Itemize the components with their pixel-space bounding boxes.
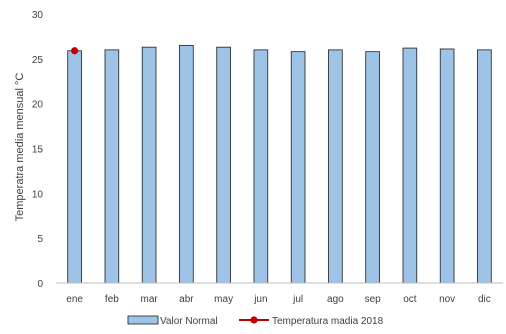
y-tick-label: 30 <box>32 10 44 21</box>
legend-swatch-valor-normal <box>127 315 159 325</box>
bar-oct <box>402 47 418 284</box>
line-series <box>71 47 79 55</box>
x-tick-label-feb: feb <box>105 294 119 305</box>
x-tick-label-abr: abr <box>179 294 194 305</box>
bar-ene <box>67 50 82 284</box>
x-tick-label-oct: oct <box>403 294 417 305</box>
x-tick-label-jul: jul <box>292 294 303 305</box>
bar-series <box>67 44 492 284</box>
y-axis-ticks: 0 5 10 15 20 25 30 <box>32 10 44 290</box>
bar-abr <box>179 44 194 284</box>
y-axis-title-group: Temperatra media mensual °C <box>14 73 26 222</box>
x-tick-label-ago: ago <box>327 294 344 305</box>
y-tick-label: 15 <box>32 145 44 156</box>
bar-mar <box>141 46 157 284</box>
x-tick-label-jun: jun <box>253 294 267 305</box>
x-tick-label-mar: mar <box>141 294 159 305</box>
x-tick-label-nov: nov <box>439 294 455 305</box>
bar-may <box>216 46 231 284</box>
bar-dic <box>477 49 492 284</box>
legend: Valor Normal Temperatura madia 2018 <box>127 315 384 327</box>
bar-sep <box>365 51 380 284</box>
x-tick-label-may: may <box>214 294 233 305</box>
y-tick-label: 25 <box>32 55 44 66</box>
bar-ago <box>328 49 343 284</box>
y-tick-label: 0 <box>37 279 43 290</box>
bar-nov <box>439 48 455 284</box>
y-tick-label: 20 <box>32 100 44 111</box>
legend-label-valor-normal: Valor Normal <box>160 316 218 327</box>
legend-label-temperatura-2018: Temperatura madia 2018 <box>272 316 384 327</box>
legend-marker-temperatura-2018 <box>250 316 258 324</box>
bar-jul <box>290 51 306 284</box>
y-tick-label: 10 <box>32 189 44 200</box>
bar-feb <box>104 49 120 284</box>
y-axis-title: Temperatra media mensual °C <box>14 73 26 222</box>
point-2018-ene <box>71 47 79 55</box>
x-axis-ticks: ene feb mar abr may jun jul ago sep oct nov dic <box>66 294 490 305</box>
bar-jun <box>253 49 269 284</box>
x-tick-label-dic: dic <box>478 294 491 305</box>
y-tick-label: 5 <box>37 234 43 245</box>
x-tick-label-sep: sep <box>365 294 382 305</box>
x-tick-label-ene: ene <box>66 294 83 305</box>
